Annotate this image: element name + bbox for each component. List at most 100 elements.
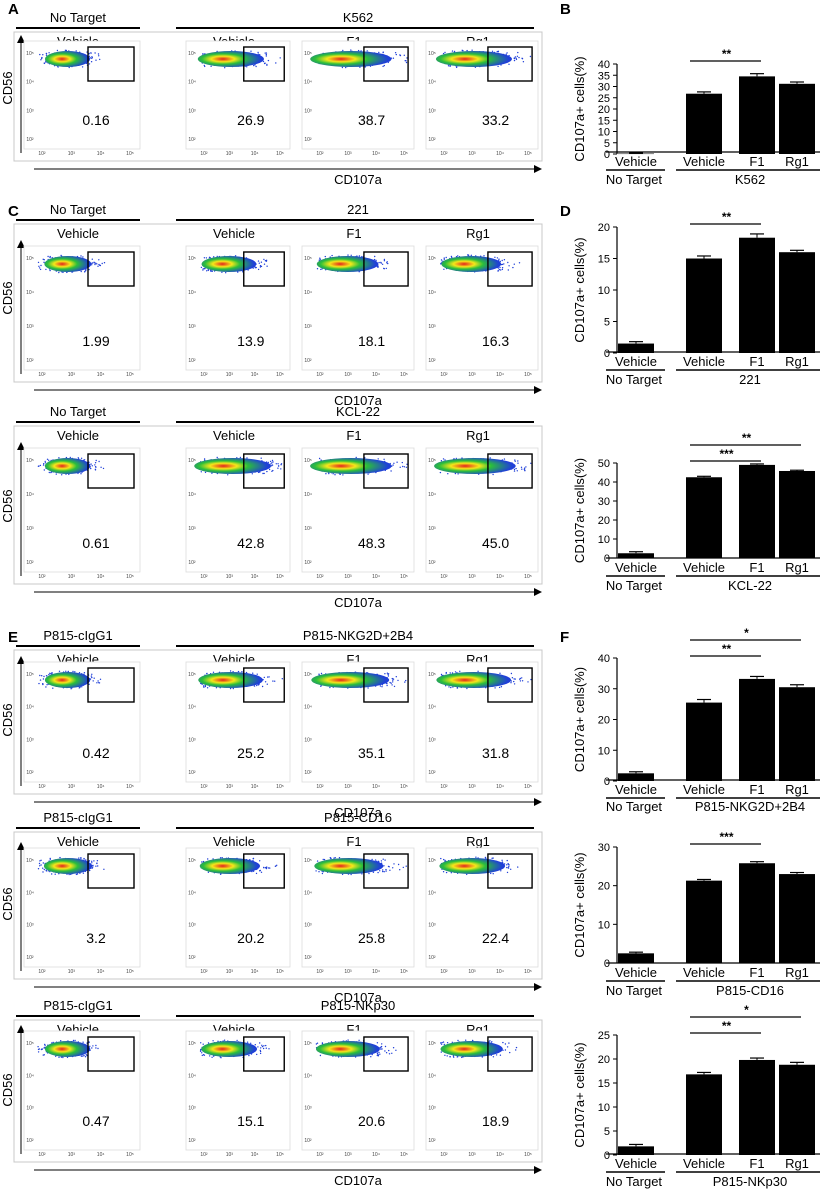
bar-group-label: P815-NKG2D+2B4 [695,799,805,814]
flow-plot-2: 10⁵ 10⁴ 10³ 10² 10² 10³ 10⁴ 10⁵ 35.1 [301,661,415,790]
flow-event-dot [224,67,226,69]
flow-event-dot [46,458,49,460]
flow-y-tick-label: 10⁴ [304,1073,312,1079]
bar-category-label: Vehicle [683,560,725,575]
flow-plot-0: 10⁵ 10⁴ 10³ 10² 10² 10³ 10⁴ 10⁵ 0.61 [23,447,141,580]
flow-event-dot [381,1043,383,1045]
flow-event-dot [266,683,268,685]
panel-letter: B [560,1,571,18]
flow-event-dot [397,679,399,682]
target-label: 221 [347,202,369,217]
flow-event-dot [405,466,408,468]
flow-event-dot [84,1056,87,1058]
flow-plot-3: 10⁵ 10⁴ 10³ 10² 10² 10³ 10⁴ 10⁵ 18.9 [425,1030,539,1158]
flow-event-dot [83,1054,85,1057]
flow-event-dot [42,683,44,686]
flow-event-dot [530,462,532,464]
flow-event-dot [70,688,72,690]
flow-x-tick-label: 10⁴ [496,151,504,157]
flow-y-tick-label: 10⁴ [188,705,196,711]
gate-percentage: 0.42 [82,745,109,761]
flow-event-dot [43,62,45,64]
bar-category-label: Vehicle [683,154,725,169]
flow-event-dot [82,1055,84,1057]
bar-y-tick-label: 15 [598,1078,610,1090]
flow-event-dot [509,1051,511,1054]
flow-event-dot [91,264,93,266]
flow-event-dot [68,66,70,69]
flow-event-dot [393,863,395,865]
flow-event-dot [58,670,61,672]
flow-event-dot [38,1048,40,1050]
flow-event-dot [364,66,367,68]
flow-event-dot [402,465,404,468]
flow-x-tick-label: 10⁴ [372,372,380,378]
cd107a-gate [87,667,135,703]
flow-event-dot [216,456,218,459]
bar-category-label: Vehicle [615,782,657,797]
flow-event-dot [358,1039,360,1042]
flow-event-dot [508,265,510,267]
bar [686,880,722,963]
flow-event-dot [513,59,516,62]
flow-event-dot [333,857,335,859]
flow-event-dot [262,60,265,63]
flow-event-dot [51,873,53,875]
flow-event-dot [91,862,93,864]
flow-event-dot [448,686,450,688]
flow-event-dot [392,679,394,681]
flow-y-tick-label: 10³ [428,923,436,929]
bar-category-label: Vehicle [615,560,657,575]
flow-event-dot [318,259,320,261]
flow-event-dot [522,61,525,63]
flow-event-dot [392,678,395,680]
flow-event-dot [45,268,47,271]
flow-y-tick-label: 10³ [188,1106,196,1112]
flow-event-dot [51,672,53,674]
flow-density-cloud [441,256,502,272]
flow-event-dot [319,1054,322,1057]
flow-event-dot [80,270,82,273]
cd56-arrow-icon [17,442,25,450]
cd107a-gate [487,251,533,287]
flow-event-dot [338,857,341,859]
flow-event-dot [58,457,60,459]
flow-event-dot [202,53,204,55]
flow-event-dot [43,469,45,471]
flow-y-tick-label: 10⁵ [304,858,312,864]
significance-stars: ** [722,1019,732,1033]
flow-event-dot [252,857,255,860]
panel-letter: D [560,203,571,220]
bar-y-tick-label: 0 [604,958,610,970]
flow-event-dot [334,857,336,859]
flow-y-tick-label: 10² [304,955,312,961]
flow-event-dot [496,50,498,53]
flow-event-dot [99,58,101,61]
flow-density-cloud [310,51,392,67]
flow-event-dot [461,1056,463,1059]
flow-x-tick-label: 10³ [344,151,352,157]
flow-event-dot [58,1056,60,1059]
cd107a-gate [363,667,409,703]
flow-x-tick-label: 10² [38,969,46,975]
flow-y-tick-label: 10² [188,770,196,776]
flow-event-dot [212,671,215,673]
gate-percentage: 20.6 [358,1113,385,1129]
flow-event-dot [453,1056,455,1058]
cd56-arrow-icon [17,35,25,43]
flow-event-dot [322,858,324,861]
flow-event-dot [497,270,499,272]
cd107a-axis-label: CD107a [334,1173,382,1188]
flow-event-dot [212,858,214,860]
bar-y-tick-label: 40 [598,653,610,665]
flow-event-dot [501,268,504,271]
flow-density-cloud [194,458,272,474]
flow-event-dot [517,51,519,54]
flow-plot-2: 10⁵ 10⁴ 10³ 10² 10² 10³ 10⁴ 10⁵ 20.6 [301,1030,415,1158]
flow-y-tick-label: 10³ [188,526,196,532]
cd107a-axis-label: CD107a [334,172,382,187]
flow-event-dot [405,679,407,682]
flow-event-dot [97,265,99,267]
cd107a-gate [87,46,135,82]
flow-x-tick-label: 10³ [226,969,234,975]
